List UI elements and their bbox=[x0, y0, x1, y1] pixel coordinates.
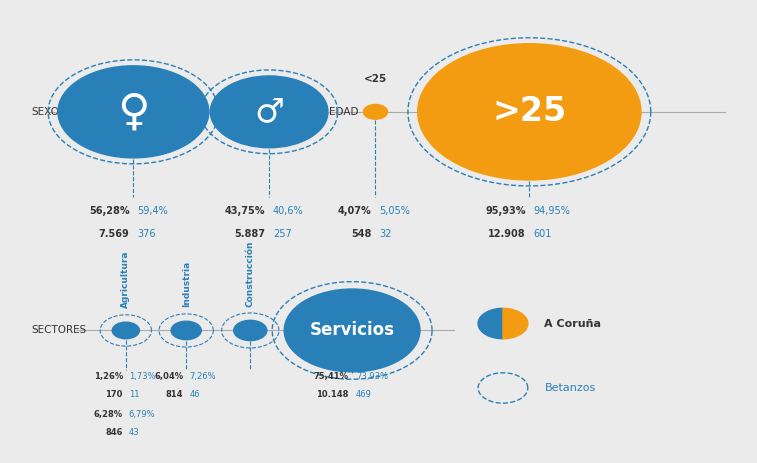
Text: 846: 846 bbox=[105, 428, 123, 438]
Text: 6,79%: 6,79% bbox=[129, 410, 155, 419]
Text: 43,75%: 43,75% bbox=[225, 206, 266, 216]
Text: SECTORES: SECTORES bbox=[32, 325, 87, 336]
Text: 40,6%: 40,6% bbox=[273, 206, 304, 216]
Circle shape bbox=[418, 44, 641, 180]
Text: 548: 548 bbox=[351, 229, 372, 239]
Text: 95,93%: 95,93% bbox=[485, 206, 525, 216]
Text: EDAD: EDAD bbox=[329, 107, 359, 117]
Circle shape bbox=[234, 320, 267, 341]
Polygon shape bbox=[478, 308, 503, 339]
Text: 32: 32 bbox=[379, 229, 391, 239]
Text: Industria: Industria bbox=[182, 261, 191, 307]
Text: 56,28%: 56,28% bbox=[89, 206, 129, 216]
Text: Betanzos: Betanzos bbox=[544, 383, 596, 393]
Text: 376: 376 bbox=[137, 229, 156, 239]
Text: 75,41%: 75,41% bbox=[313, 372, 348, 381]
Text: 5,05%: 5,05% bbox=[379, 206, 410, 216]
Text: ♀: ♀ bbox=[117, 90, 150, 133]
Text: 469: 469 bbox=[356, 390, 372, 399]
Text: SEXO: SEXO bbox=[32, 107, 60, 117]
Circle shape bbox=[112, 322, 139, 339]
Circle shape bbox=[210, 76, 328, 148]
Text: Agricultura: Agricultura bbox=[121, 251, 130, 308]
Text: 4,07%: 4,07% bbox=[338, 206, 372, 216]
Text: 1,26%: 1,26% bbox=[94, 372, 123, 381]
Text: 7.569: 7.569 bbox=[99, 229, 129, 239]
Circle shape bbox=[58, 66, 209, 158]
Text: Servicios: Servicios bbox=[310, 321, 394, 339]
Text: 1,73%: 1,73% bbox=[129, 372, 155, 381]
Text: ♂: ♂ bbox=[254, 95, 284, 128]
Circle shape bbox=[171, 321, 201, 340]
Circle shape bbox=[284, 289, 420, 372]
Text: 814: 814 bbox=[166, 390, 183, 399]
Circle shape bbox=[363, 105, 388, 119]
Text: 43: 43 bbox=[129, 428, 139, 438]
Text: 11: 11 bbox=[129, 390, 139, 399]
Text: <25: <25 bbox=[364, 74, 387, 84]
Text: >25: >25 bbox=[492, 95, 566, 128]
Text: 601: 601 bbox=[533, 229, 552, 239]
Text: 94,95%: 94,95% bbox=[533, 206, 570, 216]
Text: 73,93%: 73,93% bbox=[356, 372, 388, 381]
Text: 6,28%: 6,28% bbox=[94, 410, 123, 419]
Text: 257: 257 bbox=[273, 229, 291, 239]
Text: 5.887: 5.887 bbox=[235, 229, 266, 239]
Text: A Coruña: A Coruña bbox=[544, 319, 601, 329]
Text: 59,4%: 59,4% bbox=[137, 206, 168, 216]
Text: 46: 46 bbox=[189, 390, 200, 399]
Text: 7,26%: 7,26% bbox=[189, 372, 216, 381]
Text: 170: 170 bbox=[105, 390, 123, 399]
Polygon shape bbox=[503, 308, 528, 339]
Text: 10.148: 10.148 bbox=[316, 390, 348, 399]
Text: Construcción: Construcción bbox=[246, 240, 255, 307]
Text: 12.908: 12.908 bbox=[488, 229, 525, 239]
Text: 6,04%: 6,04% bbox=[154, 372, 183, 381]
